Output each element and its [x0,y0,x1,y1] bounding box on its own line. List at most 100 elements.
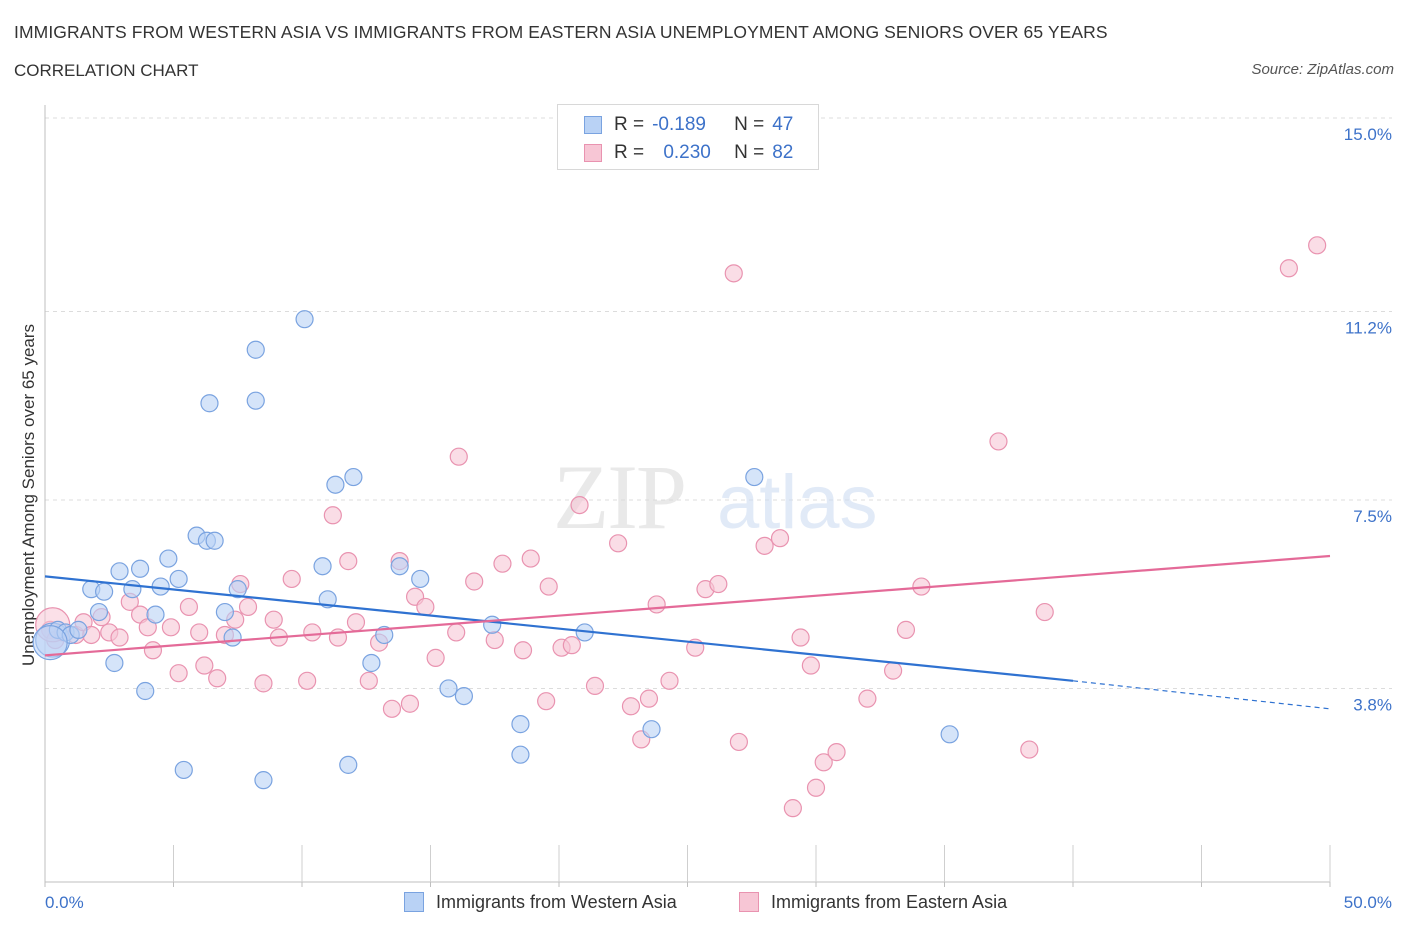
y-tick-label: 3.8% [1353,695,1392,714]
stats-legend: R = -0.189 N = 47 R = 0.230 N = 82 [557,104,819,170]
r-label: R = [614,114,645,135]
western-asia-point [136,681,155,701]
pink-swatch [739,892,759,912]
western-asia-point [246,340,265,359]
eastern-asia-point [465,572,484,591]
eastern-asia-point [346,613,366,632]
western-asia-point [223,628,242,647]
western-asia-point [174,760,193,780]
watermark-atlas: atlas [717,460,878,545]
eastern-asia-point [493,554,512,573]
eastern-asia-point [724,264,743,283]
western-asia-point [326,475,345,494]
eastern-asia-point [621,697,641,716]
y-tick-label: 11.2% [1345,319,1392,338]
eastern-asia-point [282,569,301,589]
eastern-asia-point [639,689,659,708]
eastern-asia-point [609,534,628,553]
eastern-asia-point [858,689,877,708]
western-asia-point [940,725,959,744]
eastern-asia-point [1020,740,1039,759]
western-asia-point [254,771,273,790]
watermark-zip: ZIP [553,446,685,548]
western-asia-point [123,580,142,599]
eastern-asia-point [562,636,581,655]
eastern-asia-point [238,597,258,617]
eastern-asia-point [801,656,820,675]
eastern-asia-point [208,669,227,688]
western-asia-point [362,653,381,673]
legend-item-western: Immigrants from Western Asia [404,889,677,915]
eastern-asia-point [585,676,605,696]
eastern-asia-point [485,630,504,650]
eastern-asia-point [755,536,774,555]
r-label: R = [614,142,645,163]
eastern-asia-point [806,778,826,797]
y-axis-label: Unemployment Among Seniors over 65 years [19,324,38,666]
eastern-asia-point [770,529,790,548]
western-asia-point [318,590,337,609]
eastern-asia-point [989,432,1008,451]
eastern-asia-point [537,692,556,711]
eastern-asia-point [449,447,468,466]
x-tick-label: 0.0% [45,893,84,912]
eastern-asia-point [647,595,666,614]
eastern-asia-point [883,661,903,680]
eastern-asia-point [1308,236,1327,255]
legend-label-eastern: Immigrants from Eastern Asia [771,891,1008,912]
eastern-asia-point [254,674,273,693]
legend-item-eastern: Immigrants from Eastern Asia [739,889,1007,915]
western-asia-point [169,569,188,589]
eastern-asia-point [416,597,435,617]
western-asia-point [130,559,150,578]
eastern-asia-point [814,753,833,772]
eastern-asia-point [447,623,466,642]
eastern-asia-trend-line [44,554,1331,657]
western-asia-point [89,602,109,622]
eastern-asia-point [382,699,402,718]
eastern-asia-point [660,671,679,690]
eastern-asia-point [161,618,181,637]
y-tick-label: 15.0% [1344,125,1392,144]
eastern-asia-point [195,656,214,675]
western-asia-point [146,605,165,624]
n-label: N = [734,114,765,135]
western-asia-point [745,467,764,487]
eastern-asia-point [426,648,445,667]
western-asia-point [344,467,363,487]
western-asia-point [511,715,530,734]
eastern-asia-point [783,799,802,818]
r-value: -0.189 [652,114,706,135]
eastern-asia-point [339,552,358,571]
n-label: N = [734,142,765,163]
chart-subtitle: CORRELATION CHART [14,61,199,80]
western-asia-point [95,582,114,601]
eastern-asia-point [323,506,342,525]
western-asia-point [411,569,430,589]
legend-label-western: Immigrants from Western Asia [436,891,677,912]
eastern-asia-point [298,671,317,690]
eastern-asia-point [359,671,378,690]
eastern-asia-point [1035,602,1054,622]
r-value: 0.230 [663,142,711,163]
blue-swatch [584,116,602,134]
western-asia-point [642,720,661,739]
western-asia-trend-extension [1072,680,1331,710]
eastern-asia-point [539,577,558,596]
eastern-asia-point [827,743,846,762]
chart-title: IMMIGRANTS FROM WESTERN ASIA VS IMMIGRAN… [14,22,1108,42]
n-value: 47 [772,114,794,135]
x-tick-label: 50.0% [1344,893,1392,912]
eastern-asia-point [169,664,188,683]
pink-swatch [584,144,602,162]
western-asia-point [200,394,219,413]
western-asia-point [375,625,394,645]
eastern-asia-point [303,623,322,642]
eastern-asia-point [729,732,749,752]
source-credit: Source: ZipAtlas.com [1251,61,1394,78]
western-asia-point [511,745,530,764]
western-asia-point [390,557,409,576]
western-asia-point [159,549,178,568]
western-asia-trend-line [44,575,1074,682]
